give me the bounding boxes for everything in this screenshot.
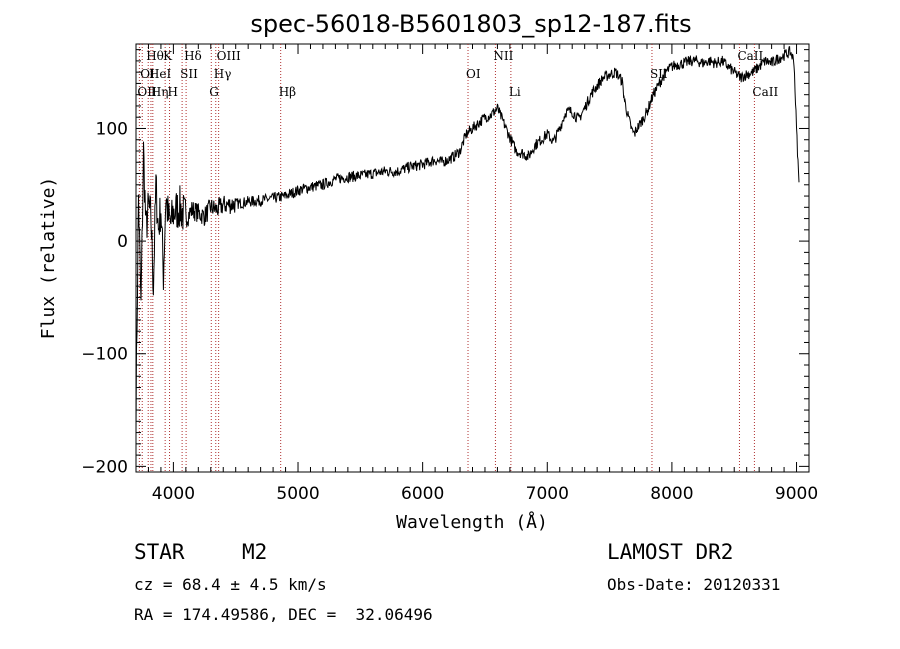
line-label-10: Hγ xyxy=(214,67,232,81)
line-label-18: CaII xyxy=(752,85,778,99)
object-class: STAR xyxy=(134,540,185,564)
x-tick-label: 7000 xyxy=(526,484,569,504)
line-label-1: OII xyxy=(137,85,157,99)
x-tick-label: 5000 xyxy=(276,484,319,504)
y-tick-label: −200 xyxy=(81,457,128,477)
object-subclass: M2 xyxy=(242,540,268,564)
line-label-4: Hη xyxy=(151,85,169,99)
x-tick-label: 9000 xyxy=(775,484,818,504)
plot-frame xyxy=(135,43,810,473)
line-label-15: Li xyxy=(509,85,521,99)
y-axis-label: Flux (relative) xyxy=(38,177,59,340)
line-label-2: OI xyxy=(140,67,155,81)
line-label-7: SII xyxy=(180,67,198,81)
x-axis-ticks: 4000 5000 6000 7000 8000 9000 xyxy=(147,44,818,504)
chart-title: spec-56018-B5601803_sp12-187.fits xyxy=(250,10,691,38)
line-label-11: G xyxy=(209,85,219,99)
redshift-readout: cz = 68.4 ± 4.5 km/s xyxy=(134,575,327,594)
x-tick-label: 8000 xyxy=(650,484,693,504)
line-label-8: Hδ xyxy=(184,49,202,63)
line-label-3: HeI xyxy=(149,67,172,81)
line-label-14: NII xyxy=(493,49,513,63)
y-axis-ticks: −200 −100 0 100 xyxy=(81,49,809,477)
y-tick-label: 100 xyxy=(96,119,128,139)
x-axis-label: Wavelength (Å) xyxy=(396,511,548,533)
spectrum-line xyxy=(135,45,800,433)
line-label-12: Hβ xyxy=(279,85,296,99)
line-label-17: CaII xyxy=(737,49,763,63)
line-label-6: H xyxy=(168,85,178,99)
line-label-0: Hθ xyxy=(146,49,164,63)
observation-date: Obs-Date: 20120331 xyxy=(607,575,781,594)
line-label-9: OIII xyxy=(217,49,241,63)
y-tick-label: 0 xyxy=(117,232,128,252)
y-tick-label: −100 xyxy=(81,345,128,365)
line-label-13: OI xyxy=(466,67,481,81)
x-tick-label: 6000 xyxy=(401,484,444,504)
survey-name: LAMOST DR2 xyxy=(607,540,734,564)
spectral-line-markers xyxy=(138,44,755,472)
coordinates-readout: RA = 174.49586, DEC = 32.06496 xyxy=(134,605,433,624)
x-tick-label: 4000 xyxy=(152,484,195,504)
line-label-5: K xyxy=(163,49,173,63)
